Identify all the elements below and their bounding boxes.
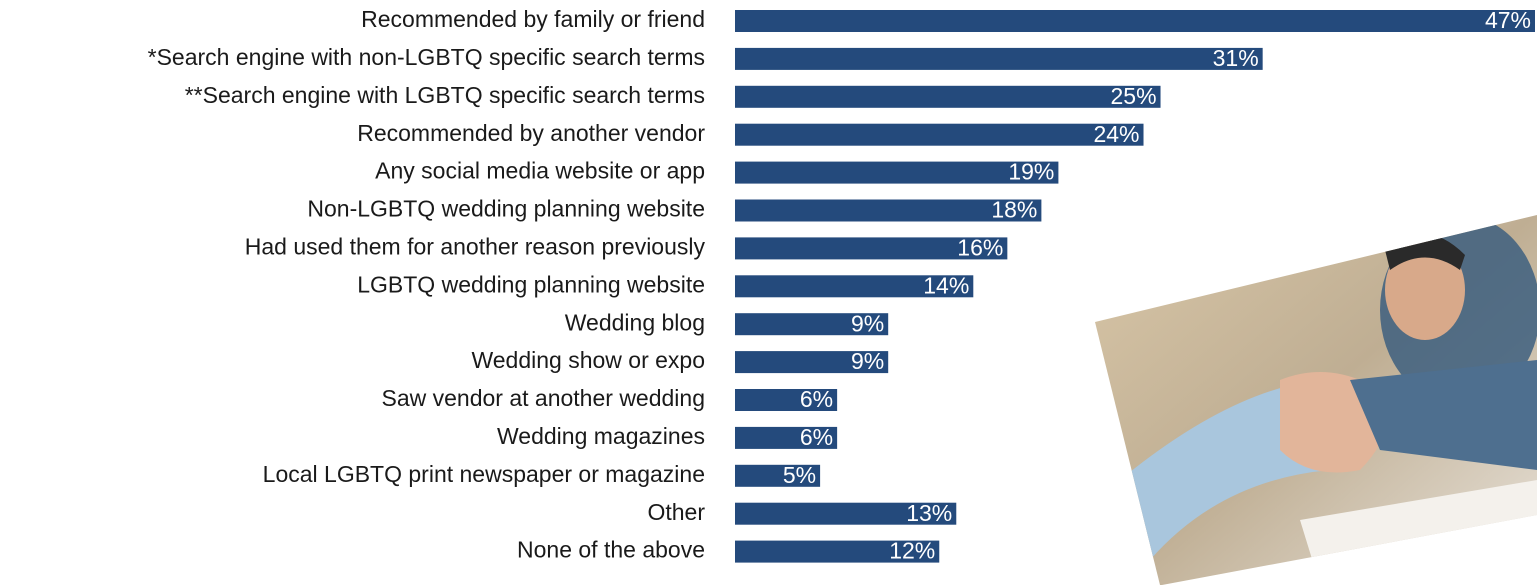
bar [735,502,957,525]
value-label: 9% [851,348,884,374]
value-label: 31% [1213,45,1259,71]
bar [735,85,1161,108]
bar [735,313,889,336]
category-label: Local LGBTQ print newspaper or magazine [263,461,705,487]
value-label: 19% [1008,159,1054,185]
value-label: 18% [991,197,1037,223]
value-label: 47% [1485,7,1531,33]
category-label: Recommended by another vendor [357,120,705,146]
category-label: Had used them for another reason previou… [245,233,706,259]
category-label: Any social media website or app [375,158,705,184]
value-label: 16% [957,234,1003,260]
value-label: 24% [1093,121,1139,147]
category-label: Non-LGBTQ wedding planning website [307,196,705,222]
photo [1095,215,1537,585]
value-label: 6% [800,386,833,412]
bar [735,10,1535,32]
category-label: **Search engine with LGBTQ specific sear… [185,82,705,108]
value-label: 12% [889,538,935,564]
value-label: 6% [800,424,833,450]
value-label: 13% [906,500,952,526]
category-label: Saw vendor at another wedding [382,385,706,411]
bar [735,199,1042,222]
bar [735,161,1059,184]
bar [735,237,1008,260]
bar [735,426,838,449]
category-label: Recommended by family or friend [361,6,705,32]
category-label: Other [647,499,705,525]
value-label: 5% [783,462,816,488]
category-label: None of the above [517,537,705,563]
bar [735,540,940,563]
bar [735,123,1144,146]
bar [735,47,1263,70]
bar [735,275,974,298]
bar [735,389,838,411]
category-label: Wedding blog [565,309,705,335]
category-label: Wedding magazines [497,423,705,449]
category-label: Wedding show or expo [471,347,705,373]
category-label: LGBTQ wedding planning website [357,271,705,297]
value-label: 14% [923,272,969,298]
value-label: 9% [851,310,884,336]
bar [735,464,821,487]
category-label: *Search engine with non-LGBTQ specific s… [148,44,705,70]
bar [735,351,889,374]
value-label: 25% [1110,83,1156,109]
